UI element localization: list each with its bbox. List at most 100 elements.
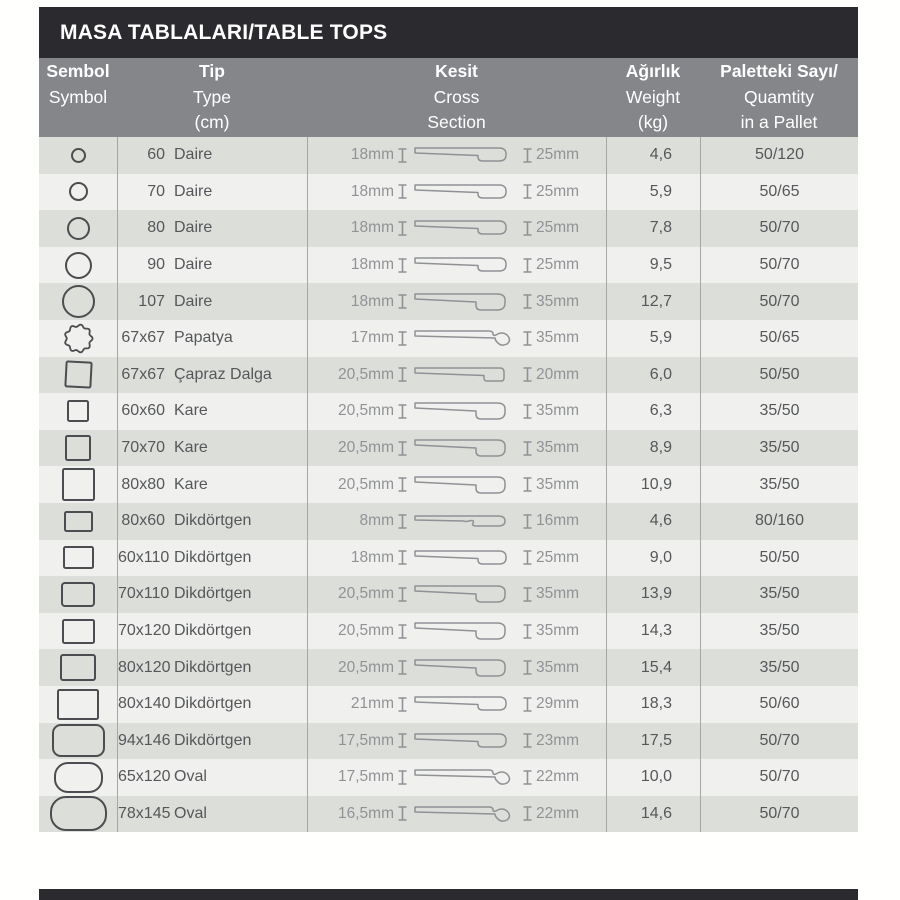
cross-section-profile-icon — [414, 475, 506, 494]
header-col-symbol: Sembol Symbol — [39, 59, 117, 137]
type-name: Dikdörtgen — [174, 622, 252, 640]
pallet-cell: 50/70 — [700, 210, 858, 247]
cross-section-profile-icon — [414, 330, 511, 347]
dimension-marker-icon — [398, 184, 407, 200]
type-name: Dikdörtgen — [174, 585, 252, 603]
dimension-marker-icon — [523, 404, 532, 419]
pallet-quantity-value: 35/50 — [759, 585, 800, 603]
header-line: Type — [193, 86, 231, 107]
pallet-cell: 35/50 — [700, 393, 858, 430]
table-row: 90 Daire 18mm 25mm 9,5 50/70 — [39, 246, 858, 284]
pallet-quantity-value: 50/50 — [759, 365, 800, 383]
cross-section-cell: 20,5mm 35mm — [307, 429, 606, 467]
type-cell: 70 Daire — [117, 173, 307, 211]
pallet-cell: 35/50 — [700, 466, 858, 503]
symbol-rect-icon — [61, 581, 95, 607]
type-name: Dikdörtgen — [174, 731, 252, 749]
header-col-cross: Kesit Cross Section — [307, 59, 606, 137]
pallet-quantity-value: 50/65 — [759, 182, 800, 200]
type-name: Oval — [174, 768, 207, 786]
table-row: 65x120 Oval 17,5mm 22mm 10,0 50/70 — [39, 759, 858, 796]
dimension-marker-icon — [398, 587, 407, 602]
pallet-cell: 50/65 — [700, 319, 858, 357]
symbol-cell — [39, 723, 117, 760]
dimension-marker-icon — [523, 513, 532, 529]
cross-section-cell: 18mm 25mm — [307, 137, 606, 174]
pallet-cell: 50/70 — [700, 722, 858, 760]
cross-section-cell: 20,5mm 35mm — [307, 393, 606, 430]
pallet-quantity-value: 50/65 — [759, 329, 800, 347]
type-cell: 107 Daire — [117, 283, 307, 320]
pallet-quantity-value: 50/50 — [759, 548, 800, 566]
type-name: Kare — [174, 475, 208, 493]
pallet-quantity-value: 35/50 — [759, 475, 800, 493]
type-cell: 60 Daire — [117, 137, 307, 174]
header-line: in a Pallet — [740, 112, 818, 132]
type-size: 70x120 — [118, 622, 171, 640]
dimension-marker-icon — [523, 184, 532, 200]
type-name: Daire — [174, 146, 213, 164]
thickness-label: 21mm — [350, 695, 394, 713]
weight-value: 4,6 — [649, 512, 672, 530]
dimension-marker-icon — [398, 806, 407, 822]
cross-section-profile-icon — [414, 184, 507, 199]
symbol-cell — [39, 137, 117, 174]
type-cell: 70x110 Dikdörtgen — [117, 576, 307, 613]
table-row: 67x67 Çapraz Dalga 20,5mm 20mm 6,0 50/50 — [39, 356, 858, 394]
type-cell: 67x67 Çapraz Dalga — [117, 356, 307, 394]
cross-section-profile-icon — [414, 402, 506, 421]
pallet-quantity-value: 35/50 — [759, 402, 800, 420]
weight-cell: 5,9 — [606, 173, 700, 211]
symbol-cell — [39, 283, 117, 320]
symbol-circle-icon — [70, 147, 86, 163]
weight-value: 15,4 — [640, 658, 672, 676]
symbol-square-icon — [67, 400, 89, 423]
page-title: MASA TABLALARI/TABLE TOPS — [60, 20, 388, 44]
pallet-quantity-value: 35/50 — [759, 622, 800, 640]
weight-cell: 6,0 — [606, 356, 700, 394]
thickness-label: 20,5mm — [338, 658, 394, 676]
cross-section-cell: 20,5mm 35mm — [307, 612, 606, 650]
cross-section-profile-icon — [414, 658, 506, 677]
table-row: 107 Daire 18mm 35mm 12,7 50/70 — [39, 283, 858, 320]
symbol-rect-icon — [62, 546, 94, 570]
type-cell: 80x140 Dikdörtgen — [117, 685, 307, 723]
type-size: 80x80 — [121, 475, 165, 493]
symbol-cell — [39, 393, 117, 430]
symbol-cell — [39, 686, 117, 723]
cross-section-cell: 18mm 25mm — [307, 173, 606, 211]
type-cell: 70x70 Kare — [117, 429, 307, 467]
header-line: Symbol — [48, 86, 108, 107]
cross-section-profile-icon — [414, 550, 507, 565]
weight-cell: 10,9 — [606, 466, 700, 503]
table-row: 80x120 Dikdörtgen 20,5mm 35mm 15,4 35/50 — [39, 649, 858, 686]
table-row: 60x110 Dikdörtgen 18mm 25mm 9,0 50/50 — [39, 539, 858, 577]
type-name: Daire — [174, 219, 213, 237]
weight-cell: 4,6 — [606, 137, 700, 174]
edge-thickness-label: 35mm — [536, 585, 580, 603]
header-line: (kg) — [637, 112, 669, 132]
weight-value: 18,3 — [640, 695, 672, 713]
symbol-circle-icon — [66, 216, 90, 240]
header-line: Sembol — [46, 61, 110, 81]
dimension-marker-icon — [398, 696, 407, 712]
type-size: 80x120 — [118, 658, 171, 676]
cross-section-profile-icon — [414, 220, 507, 236]
pallet-quantity-value: 50/60 — [759, 695, 800, 713]
table-row: 80 Daire 18mm 25mm 7,8 50/70 — [39, 210, 858, 247]
type-cell: 80x80 Kare — [117, 466, 307, 503]
symbol-cell — [39, 759, 117, 796]
edge-thickness-label: 22mm — [536, 804, 580, 822]
dimension-marker-icon — [398, 221, 407, 236]
edge-thickness-label: 23mm — [536, 731, 580, 749]
header-line: (cm) — [194, 112, 230, 132]
dimension-marker-icon — [523, 550, 532, 566]
dimension-marker-icon — [523, 367, 532, 383]
type-cell: 78x145 Oval — [117, 795, 307, 833]
symbol-rect-icon — [61, 618, 95, 644]
type-size: 60 — [147, 146, 165, 164]
weight-cell: 5,9 — [606, 319, 700, 357]
cross-section-profile-icon — [414, 769, 511, 786]
thickness-label: 20,5mm — [338, 475, 394, 493]
edge-thickness-label: 25mm — [536, 146, 580, 164]
